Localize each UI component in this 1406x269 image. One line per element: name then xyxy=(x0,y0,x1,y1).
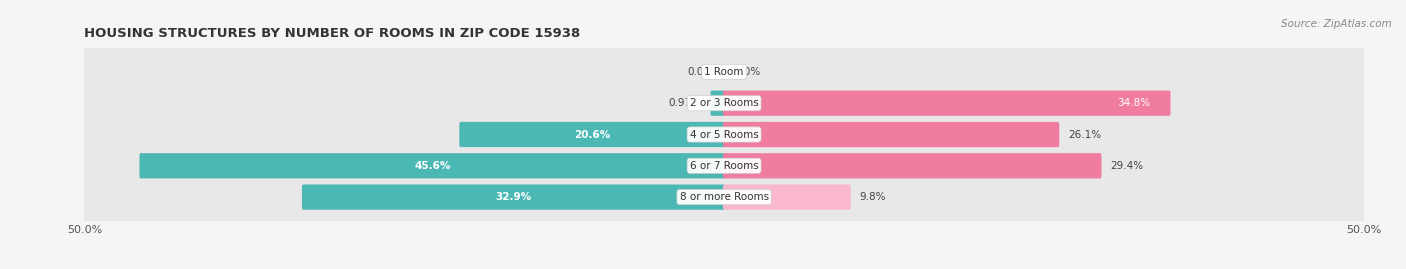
FancyBboxPatch shape xyxy=(723,185,851,210)
FancyBboxPatch shape xyxy=(83,139,1365,193)
Text: 6 or 7 Rooms: 6 or 7 Rooms xyxy=(690,161,758,171)
Text: HOUSING STRUCTURES BY NUMBER OF ROOMS IN ZIP CODE 15938: HOUSING STRUCTURES BY NUMBER OF ROOMS IN… xyxy=(84,27,581,40)
Text: 26.1%: 26.1% xyxy=(1069,129,1101,140)
Text: 20.6%: 20.6% xyxy=(574,129,610,140)
FancyBboxPatch shape xyxy=(83,45,1365,99)
FancyBboxPatch shape xyxy=(723,91,1171,116)
Text: 32.9%: 32.9% xyxy=(495,192,531,202)
FancyBboxPatch shape xyxy=(83,108,1365,161)
Text: 34.8%: 34.8% xyxy=(1116,98,1150,108)
Text: 8 or more Rooms: 8 or more Rooms xyxy=(679,192,769,202)
Text: 4 or 5 Rooms: 4 or 5 Rooms xyxy=(690,129,758,140)
FancyBboxPatch shape xyxy=(710,91,725,116)
FancyBboxPatch shape xyxy=(83,170,1365,224)
Text: 9.8%: 9.8% xyxy=(859,192,886,202)
Text: Source: ZipAtlas.com: Source: ZipAtlas.com xyxy=(1281,19,1392,29)
Text: 45.6%: 45.6% xyxy=(415,161,450,171)
Text: 2 or 3 Rooms: 2 or 3 Rooms xyxy=(690,98,758,108)
FancyBboxPatch shape xyxy=(460,122,725,147)
FancyBboxPatch shape xyxy=(723,153,1101,178)
FancyBboxPatch shape xyxy=(139,153,725,178)
FancyBboxPatch shape xyxy=(723,122,1059,147)
FancyBboxPatch shape xyxy=(302,185,725,210)
Text: 29.4%: 29.4% xyxy=(1111,161,1143,171)
Text: 0.0%: 0.0% xyxy=(688,67,714,77)
Text: 0.97%: 0.97% xyxy=(668,98,702,108)
FancyBboxPatch shape xyxy=(83,76,1365,130)
Text: 0.0%: 0.0% xyxy=(734,67,761,77)
Text: 1 Room: 1 Room xyxy=(704,67,744,77)
